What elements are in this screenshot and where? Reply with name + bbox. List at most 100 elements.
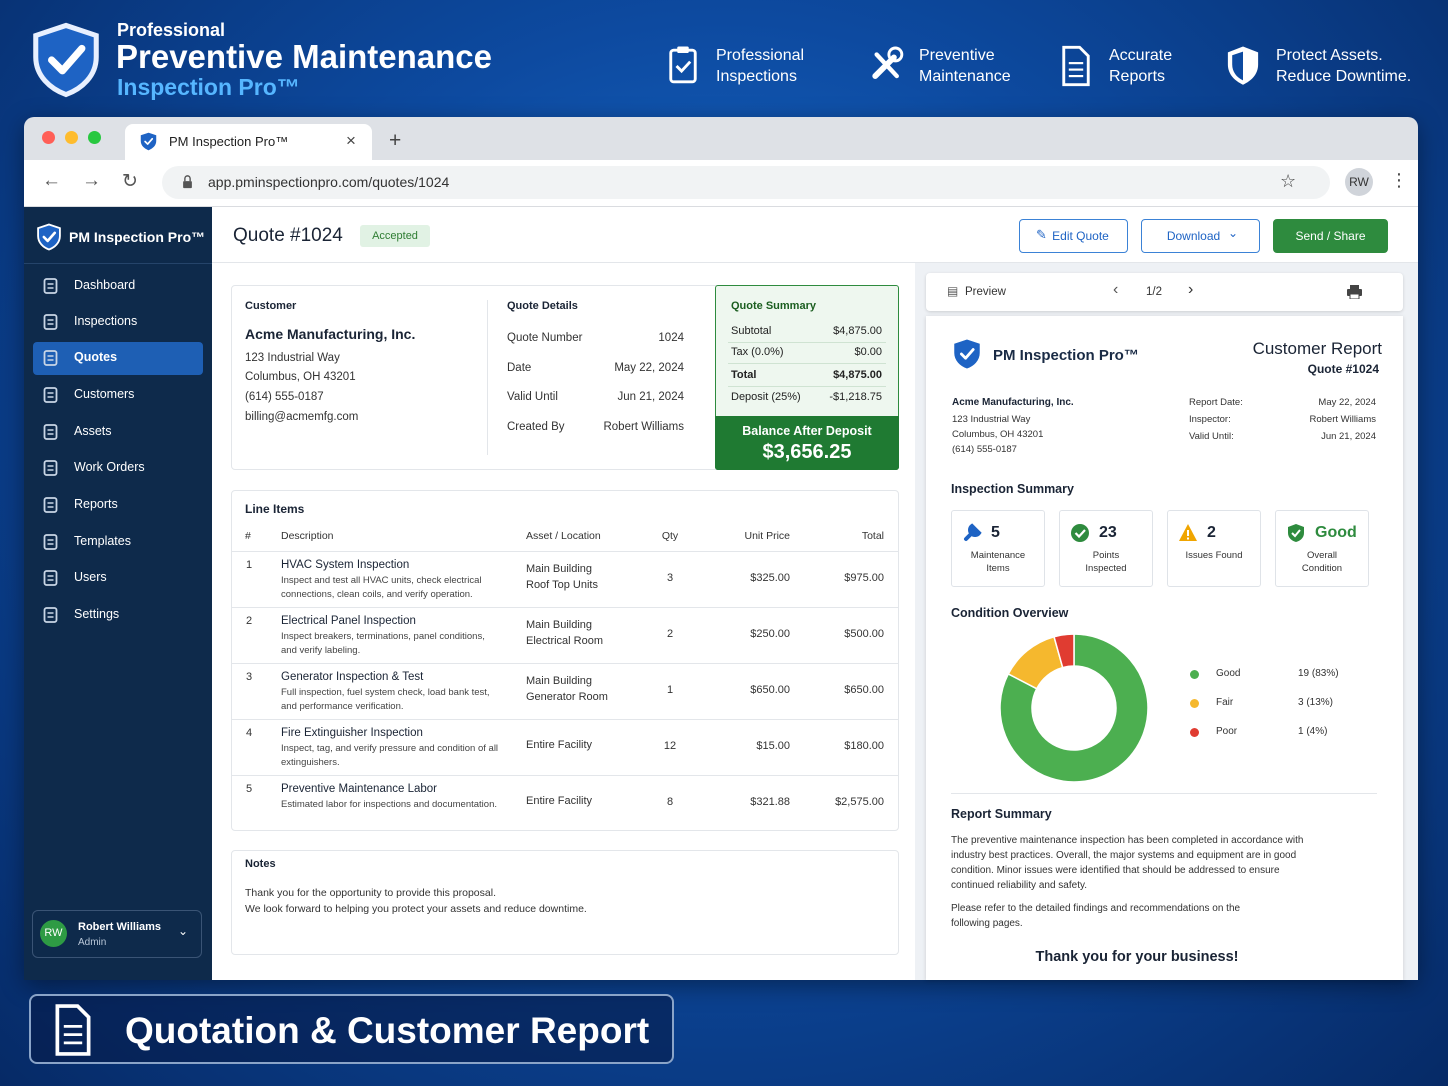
card-value: Good: [1315, 524, 1357, 541]
page-prev[interactable]: ‹: [1113, 281, 1119, 298]
legend-name: Good: [1216, 668, 1241, 679]
print-button[interactable]: [1347, 285, 1362, 299]
icon-shape: [669, 46, 697, 84]
nav-item[interactable]: Quotes: [74, 350, 118, 364]
window-control[interactable]: [88, 131, 101, 144]
action-button[interactable]: Send / Share: [1273, 219, 1388, 253]
user-box[interactable]: [32, 910, 202, 958]
action-button[interactable]: Edit Quote: [1019, 219, 1128, 253]
icon-shape: [183, 175, 192, 189]
browser-menu[interactable]: ⋮: [1390, 170, 1408, 190]
customer-line: 123 Industrial Way: [245, 352, 340, 364]
nav-item[interactable]: Settings: [74, 607, 120, 621]
page-next[interactable]: ›: [1188, 281, 1194, 298]
row-number: 1: [246, 559, 253, 571]
nav-icon: [43, 534, 58, 550]
logo-shield: [30, 18, 102, 102]
summary-paragraph: The preventive maintenance inspection ha…: [951, 835, 1304, 891]
legend-name: Poor: [1216, 726, 1238, 737]
user-chevron[interactable]: ⌄: [178, 924, 189, 938]
icon-shape: [43, 387, 58, 403]
item-total: $2,575.00: [835, 796, 884, 808]
item-desc: Inspect breakers, terminations, panel co…: [281, 631, 485, 656]
icon-shape: [43, 460, 58, 476]
column-header: Qty: [661, 530, 679, 542]
icon-shape: [1347, 285, 1362, 299]
icon-shape: [43, 497, 58, 513]
customer-line: Columbus, OH 43201: [245, 371, 356, 383]
window-control[interactable]: [65, 131, 78, 144]
item-location: Main Building: [526, 563, 593, 575]
nav-item[interactable]: Customers: [74, 387, 135, 401]
thanks: Thank you for your business!: [1035, 949, 1239, 965]
icon-shape: [1227, 46, 1259, 85]
card-heading: Notes: [245, 858, 276, 870]
legend-value: 1 (4%): [1298, 726, 1328, 737]
banner-subtitle: Inspection Pro™: [117, 74, 300, 100]
summary-card: [1059, 510, 1153, 587]
icon-shape: [1232, 51, 1243, 81]
item-total: $180.00: [844, 740, 884, 752]
divider: [728, 342, 886, 343]
preview-label: Preview: [965, 286, 1006, 298]
icon-shape: [43, 314, 58, 330]
card-label: Overall Condition: [1301, 550, 1343, 574]
icon-shape: [960, 348, 975, 360]
nav-item[interactable]: Dashboard: [74, 278, 136, 292]
summary-card: [1275, 510, 1369, 587]
nav-item[interactable]: Users: [74, 570, 107, 584]
report-customer-line: Columbus, OH 43201: [952, 429, 1044, 440]
feature-icon: [868, 44, 904, 88]
nav-button[interactable]: ←: [42, 170, 61, 191]
item-total: $500.00: [844, 628, 884, 640]
detail-label: Created By: [507, 421, 565, 433]
user-avatar: RW: [40, 920, 67, 947]
feature-text: Maintenance: [919, 68, 1011, 85]
icon-shape: [43, 534, 58, 550]
card-value: 2: [1207, 524, 1216, 541]
nav-button[interactable]: ↻: [122, 171, 138, 192]
nav-item[interactable]: Reports: [74, 497, 118, 511]
tab-title: PM Inspection Pro™: [169, 134, 289, 149]
action-button[interactable]: Download: [1141, 219, 1260, 253]
browser-tab[interactable]: [125, 124, 372, 160]
nav-item[interactable]: Work Orders: [74, 460, 145, 474]
summary-card: [1167, 510, 1261, 587]
icon-shape: [1062, 45, 1090, 87]
preview-icon: ▤: [947, 284, 959, 298]
nav-button[interactable]: →: [82, 170, 101, 191]
donut-slice: [1000, 634, 1148, 782]
bookmark-star[interactable]: ☆: [1280, 171, 1297, 191]
banner-title: Preventive Maintenance: [116, 38, 492, 75]
item-title: Fire Extinguisher Inspection: [281, 727, 423, 739]
nav-item[interactable]: Templates: [74, 534, 131, 548]
nav-item[interactable]: Inspections: [74, 314, 138, 328]
url-field[interactable]: [162, 166, 1330, 199]
icon-shape: [184, 175, 191, 182]
tab-close[interactable]: ×: [346, 131, 356, 150]
divider: [487, 300, 488, 455]
donut-chart: [1000, 634, 1148, 782]
item-location: Main Building: [526, 619, 593, 631]
row-divider: [232, 775, 898, 776]
summary-value: $0.00: [854, 346, 882, 358]
new-tab[interactable]: +: [389, 129, 402, 152]
legend-dot: [1190, 728, 1199, 737]
card-label: Issues Found: [1185, 550, 1243, 561]
nav-item[interactable]: Assets: [74, 424, 112, 438]
window-control[interactable]: [42, 131, 55, 144]
icon-shape: [55, 1004, 91, 1056]
profile-avatar[interactable]: RW: [1345, 168, 1373, 196]
item-location: Main Building: [526, 675, 593, 687]
tab-icon: [140, 132, 157, 151]
column-header: Unit Price: [744, 530, 790, 542]
icon-shape: [47, 44, 86, 75]
card-label: Points Inspected: [1085, 550, 1127, 574]
item-qty: 8: [666, 796, 674, 808]
edit-icon: ✎: [1036, 227, 1047, 242]
icon-shape: [964, 523, 982, 541]
icon-shape: [874, 52, 899, 79]
icon-shape: [1062, 45, 1090, 87]
icon-shape: [43, 570, 58, 586]
